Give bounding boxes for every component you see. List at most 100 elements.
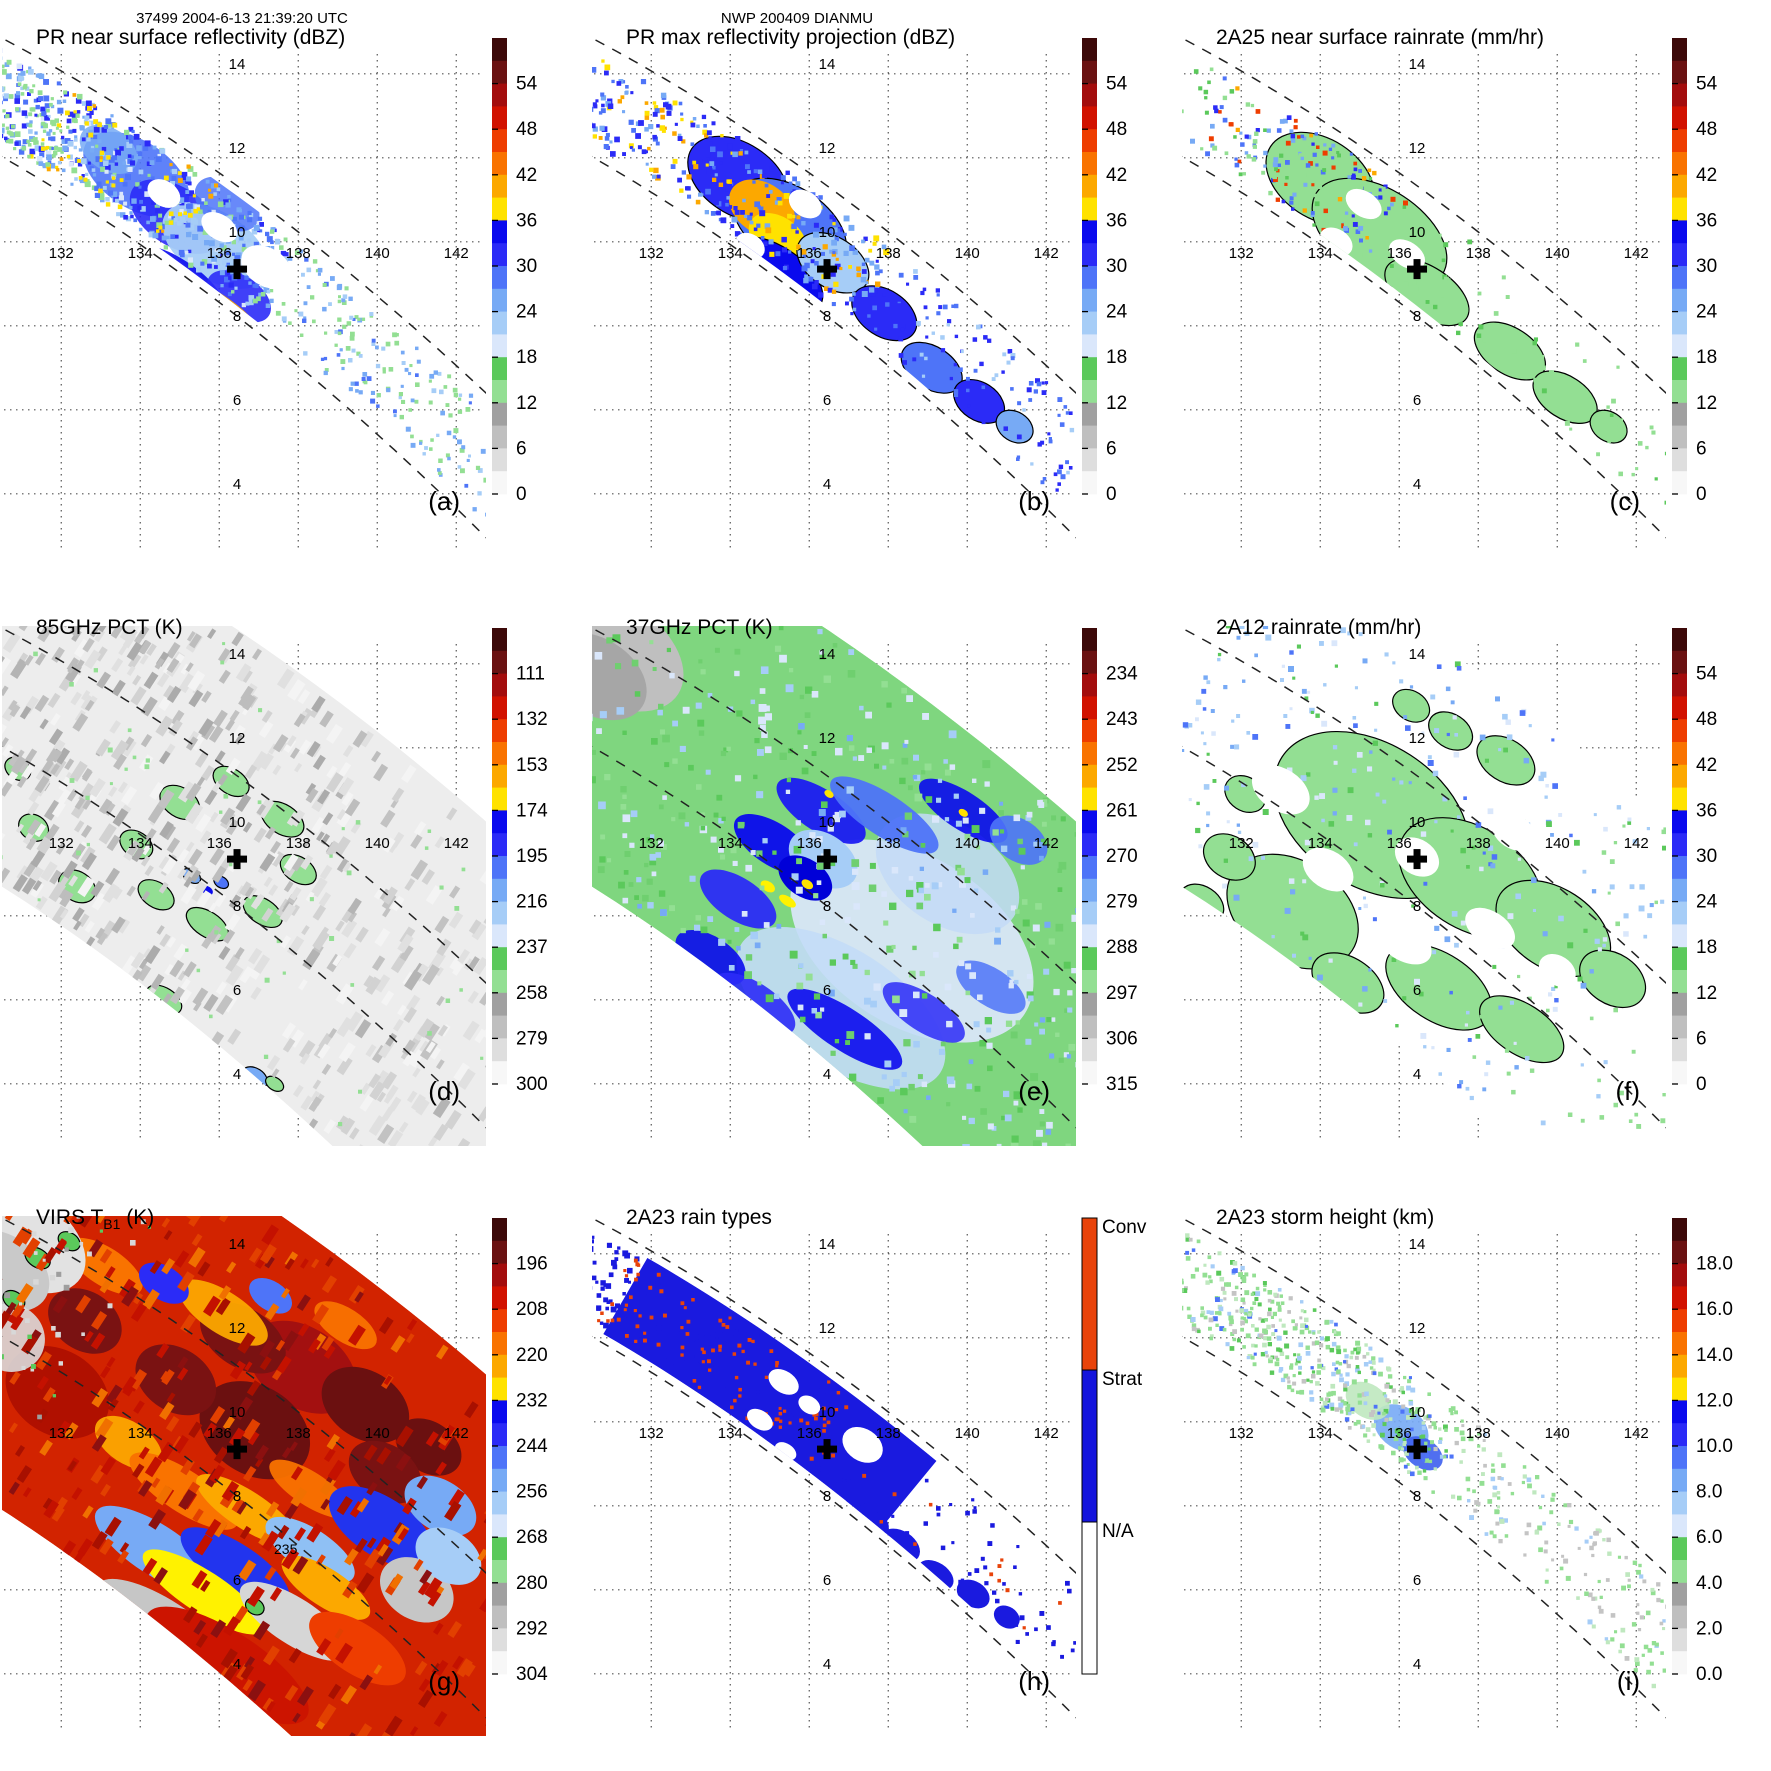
- lon-label: 134: [1308, 1425, 1333, 1442]
- panel-h: 2A23 rain types 132 134 136 138 140 142 14 12 10 8…: [590, 1180, 1180, 1770]
- lon-label: 138: [1466, 835, 1491, 852]
- map-labels-g: 132 134 136 138 140 142 14 12 10 8 6 4 235: [49, 1236, 469, 1673]
- lat-label: 8: [823, 1488, 831, 1505]
- colorbar-h: Conv Strat N/A: [1081, 1217, 1147, 1675]
- lat-label: 14: [819, 56, 836, 73]
- lat-label: 4: [823, 1656, 831, 1673]
- lat-label: 10: [1409, 1404, 1426, 1421]
- colorbar-tick-label: 174: [516, 800, 548, 821]
- lon-label: 132: [49, 835, 74, 852]
- lat-label: 14: [1409, 1236, 1426, 1253]
- lon-label: 142: [444, 245, 469, 262]
- lat-label: 6: [233, 1572, 241, 1589]
- lat-label: 6: [823, 1572, 831, 1589]
- lon-label: 136: [207, 835, 232, 852]
- data-layer-e: [592, 626, 1076, 1146]
- colorbar-tick-label: 8.0: [1696, 1482, 1722, 1503]
- panel-title-c: 2A25 near surface rainrate (mm/hr): [1216, 26, 1544, 49]
- colorbar-d: 111 132 153 174 195 216 237 258 279 300: [492, 628, 548, 1095]
- map-g: 132 134 136 138 140 142 14 12 10 8 6 4 235 (g): [2, 1216, 486, 1736]
- lon-label: 140: [1545, 835, 1570, 852]
- lon-label: 138: [286, 1425, 311, 1442]
- panel-letter-d: (d): [428, 1076, 460, 1106]
- lon-label: 136: [207, 245, 232, 262]
- colorbar-tick-label: 2.0: [1696, 1618, 1722, 1639]
- lon-label: 140: [365, 245, 390, 262]
- swath-edge-lines-h: [592, 1217, 1076, 1719]
- lon-label: 138: [286, 835, 311, 852]
- colorbar-tick-label: 315: [1106, 1074, 1138, 1095]
- panel-letter-b: (b): [1018, 486, 1050, 516]
- panel-title-a: PR near surface reflectivity (dBZ): [36, 26, 346, 49]
- lat-label: 10: [229, 1404, 246, 1421]
- lat-label: 6: [1413, 392, 1421, 409]
- lon-label: 140: [955, 245, 980, 262]
- panel-letter-f: (f): [1615, 1076, 1640, 1106]
- lat-label: 10: [229, 224, 246, 241]
- colorbar-tick-label: 4.0: [1696, 1573, 1722, 1594]
- lat-label: 12: [819, 140, 836, 157]
- colorbar-tick-label: 36: [516, 210, 537, 231]
- lat-label: 10: [819, 1404, 836, 1421]
- lon-label: 142: [1034, 835, 1059, 852]
- map-labels-d: 132 134 136 138 140 142 14 12 10 8 6 4: [49, 646, 469, 1083]
- map-labels-b: 132 134 136 138 140 142 14 12 10 8 6 4: [639, 56, 1059, 493]
- lat-label: 12: [819, 730, 836, 747]
- map-h: 132 134 136 138 140 142 14 12 10 8 6 4 (h): [592, 1217, 1076, 1730]
- colorbar-tick-label: 306: [1106, 1028, 1138, 1049]
- lon-label: 142: [1034, 245, 1059, 262]
- colorbar-tick-label: 111: [516, 664, 545, 685]
- panel-letter-i: (i): [1617, 1666, 1640, 1696]
- colorbar-tick-label: 24: [1696, 302, 1718, 323]
- colorbar-tick-label: 261: [1106, 800, 1138, 821]
- lon-label: 134: [718, 835, 743, 852]
- lat-label: 8: [233, 898, 241, 915]
- lat-label: 4: [233, 476, 241, 493]
- lat-label: 8: [1413, 308, 1421, 325]
- panel-title-b: PR max reflectivity projection (dBZ): [626, 26, 956, 49]
- lon-label: 132: [1229, 835, 1254, 852]
- lat-label: 10: [229, 814, 246, 831]
- colorbar-e: 234 243 252 261 270 279 288 297 306 315: [1082, 628, 1138, 1095]
- colorbar-tick-label: 36: [1696, 210, 1717, 231]
- lat-label: 8: [823, 308, 831, 325]
- lat-label: 8: [1413, 1488, 1421, 1505]
- colorbar-tick-label: 270: [1106, 846, 1138, 867]
- figure-header-orbit: 37499 2004-6-13 21:39:20 UTC: [136, 10, 348, 27]
- colorbar-tick-label: 42: [516, 165, 537, 186]
- swath-edge-lines-b: [592, 37, 1076, 539]
- lat-label: 14: [229, 1236, 246, 1253]
- panel-c: 2A25 near surface rainrate (mm/hr) 132 134…: [1180, 0, 1770, 590]
- swath-edge-lines-c: [1182, 37, 1666, 539]
- colorbar-tick-label: 208: [516, 1299, 548, 1320]
- swath-edge-lines-a: [2, 37, 486, 539]
- lat-label: 14: [229, 56, 246, 73]
- colorbar-tick-label: 16.0: [1696, 1299, 1733, 1320]
- map-labels-f: 132 134 136 138 140 142 14 12 10 8 6 4: [1229, 646, 1649, 1083]
- lat-label: 12: [1409, 140, 1426, 157]
- panel-title-e: 37GHz PCT (K): [626, 616, 773, 639]
- colorbar-tick-label: 24: [516, 302, 538, 323]
- storm-center-cross: [817, 1439, 838, 1460]
- colorbar-tick-label: 6: [516, 438, 527, 459]
- lon-label: 142: [1034, 1425, 1059, 1442]
- latlon-grid-i: [1184, 1234, 1664, 1730]
- colorbar-tick-label: 48: [516, 119, 537, 140]
- colorbar-b: 54 48 42 36 30 24 18 12 6 0: [1082, 38, 1128, 505]
- lat-label: 6: [823, 392, 831, 409]
- colorbar-tick-label: 279: [516, 1028, 548, 1049]
- lon-label: 138: [876, 1425, 901, 1442]
- colorbar-tick-label: 196: [516, 1254, 548, 1275]
- colorbar-tick-label: 258: [516, 983, 548, 1004]
- lon-label: 136: [207, 1425, 232, 1442]
- lon-label: 138: [876, 245, 901, 262]
- colorbar-tick-label: 256: [516, 1482, 548, 1503]
- lat-label: 6: [233, 392, 241, 409]
- data-layer-i: [1182, 1233, 1666, 1689]
- colorbar-tick-label: 0.0: [1696, 1664, 1722, 1685]
- lat-label: 8: [233, 308, 241, 325]
- colorbar-f: 54 48 42 36 30 24 18 12 6 0: [1672, 628, 1718, 1095]
- colorbar-tick-label: 30: [516, 256, 537, 277]
- map-b: 132 134 136 138 140 142 14 12 10 8 6 4 (b): [592, 37, 1076, 550]
- colorbar-c: 54 48 42 36 30 24 18 12 6 0: [1672, 38, 1718, 505]
